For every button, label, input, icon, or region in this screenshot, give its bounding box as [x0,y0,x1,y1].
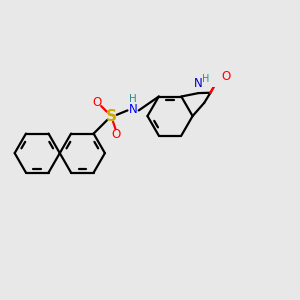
Text: O: O [112,128,121,141]
Text: N: N [129,103,138,116]
Text: H: H [202,74,210,84]
Text: N: N [194,76,203,90]
Text: O: O [93,96,102,109]
Text: S: S [106,109,117,124]
Text: H: H [129,94,136,103]
Text: O: O [221,70,231,83]
